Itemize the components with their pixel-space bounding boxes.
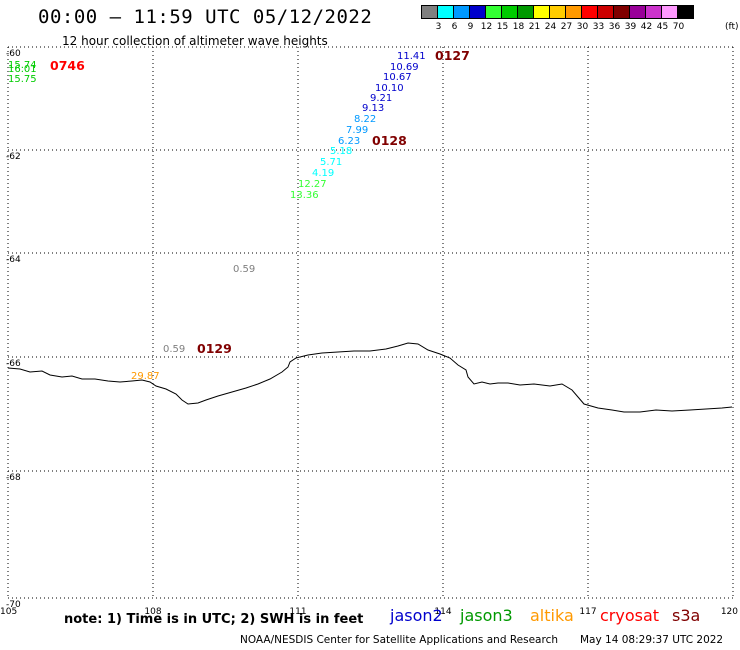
longitude-tick-label: 114: [434, 607, 451, 617]
legend-tick-label: 39: [624, 22, 637, 32]
satellite-jason3: jason3: [460, 606, 513, 625]
pass-time-label: 0129: [197, 341, 232, 356]
pass-time-label: 0127: [435, 48, 470, 63]
wave-height-color-legend: [421, 5, 694, 19]
legend-tick-label: 18: [512, 22, 525, 32]
longitude-tick-label: 117: [579, 607, 596, 617]
wave-height-value: 16.01: [8, 64, 37, 75]
wave-height-value: 6.23: [338, 136, 360, 147]
latitude-tick-label: -60: [6, 49, 21, 59]
legend-unit: (ft): [725, 22, 739, 32]
legend-tick-label: 42: [640, 22, 653, 32]
legend-tick-label: 36: [608, 22, 621, 32]
wave-height-value: 15.74: [8, 60, 37, 71]
wave-height-value: 8.22: [354, 114, 376, 125]
chart-subtitle: 12 hour collection of altimeter wave hei…: [62, 34, 328, 48]
legend-tick-labels: 3 6 9 12 15 18 21 24 27 30 33 36 39 42 45 70: [422, 22, 740, 34]
wave-height-value: 0.59: [163, 344, 185, 355]
wave-height-value: 4.19: [312, 168, 334, 179]
wave-height-value: 15.75: [8, 74, 37, 85]
legend-tick-label: 24: [544, 22, 557, 32]
wave-height-value: 10.67: [383, 72, 412, 83]
satellite-s3a: s3a: [672, 606, 701, 625]
legend-tick-label: 6: [451, 22, 458, 32]
satellite-altika: altika: [530, 606, 574, 625]
wave-height-value: 0.59: [233, 264, 255, 275]
legend-swatch: [677, 5, 694, 19]
legend-tick-label: 33: [592, 22, 605, 32]
latitude-tick-label: -66: [6, 359, 21, 369]
longitude-tick-label: 108: [144, 607, 161, 617]
legend-tick-label: 45: [656, 22, 669, 32]
legend-tick-label: 9: [467, 22, 474, 32]
latitude-tick-label: -62: [6, 152, 21, 162]
wave-height-value: 11.41: [397, 51, 426, 62]
map-grid: 105 108 111 114 117 120 -60 -62 -64 -66 -68 -70: [0, 46, 738, 617]
wave-height-value: 7.99: [346, 125, 368, 136]
antarctic-coastline: [7, 342, 733, 413]
longitude-tick-label: 120: [721, 607, 738, 617]
wave-height-value: 10.10: [375, 83, 404, 94]
satellite-cryosat: cryosat: [600, 606, 660, 625]
chart-title: 00:00 – 11:59 UTC 05/12/2022: [38, 6, 373, 28]
wave-height-value: 12.27: [298, 179, 327, 190]
legend-tick-label: 70: [672, 22, 685, 32]
latitude-tick-label: -68: [6, 473, 21, 483]
generated-timestamp: May 14 08:29:37 UTC 2022: [580, 634, 724, 646]
pass-time-labels: 0746 0127 0128 0129: [50, 48, 470, 356]
wave-height-value: 10.69: [390, 62, 419, 73]
footer-note: note: 1) Time is in UTC; 2) SWH is in fe…: [64, 612, 364, 627]
wave-height-value: 13.36: [290, 190, 319, 201]
legend-tick-label: 3: [435, 22, 442, 32]
legend-tick-label: 21: [528, 22, 541, 32]
latitude-tick-label: -64: [6, 255, 21, 265]
legend-tick-label: 15: [496, 22, 509, 32]
wave-height-value: 9.13: [362, 103, 384, 114]
legend-tick-label: 27: [560, 22, 573, 32]
satellite-jason2: jason2: [390, 606, 443, 625]
legend-tick-label: 30: [576, 22, 589, 32]
wave-height-value: 5.71: [320, 157, 342, 168]
longitude-tick-label: 111: [289, 607, 306, 617]
pass-time-label: 0128: [372, 133, 407, 148]
wave-height-value: 9.21: [370, 93, 392, 104]
wave-height-value: 29.87: [131, 371, 160, 382]
wave-height-value: 5.18: [330, 146, 352, 157]
pass-time-label: 0746: [50, 58, 85, 73]
legend-tick-label: 12: [480, 22, 493, 32]
credit-text: NOAA/NESDIS Center for Satellite Applica…: [240, 634, 558, 646]
longitude-tick-label: 105: [0, 607, 17, 617]
latitude-tick-label: -70: [6, 600, 21, 610]
